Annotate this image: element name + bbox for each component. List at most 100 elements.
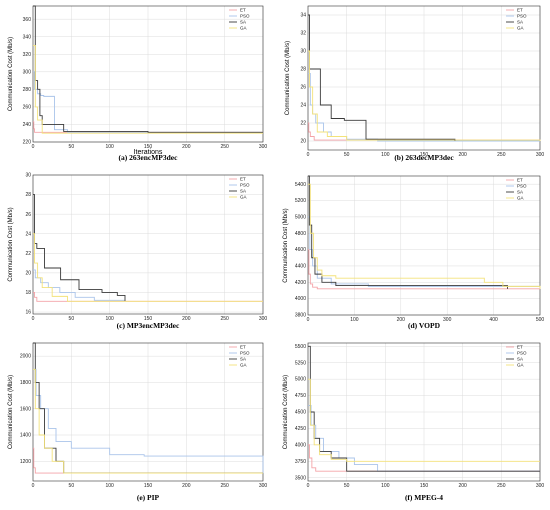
- x-tick-label: 200: [182, 144, 191, 150]
- legend-label-et: ET: [240, 177, 246, 182]
- x-tick-label: 200: [182, 316, 191, 322]
- y-tick-label: 4250: [295, 426, 306, 432]
- chart-panel-6: 0 50 100 150 200 250 300 3500 3750 4000 4250 4500 47…: [283, 342, 544, 502]
- legend-label-ga: GA: [517, 26, 524, 31]
- legend-label-et: ET: [240, 8, 246, 13]
- y-tick-label: 4200: [295, 280, 306, 286]
- panel-caption: (a) 263encMP3dec: [119, 153, 179, 162]
- chart-panel-1: 0 50 100 150 200 250 300 220 240 260 280 300 320 340 3…: [8, 5, 268, 162]
- y-tick-label: 22: [300, 121, 306, 127]
- x-tick-label: 50: [69, 316, 75, 322]
- chart-panel-2: 0 50 100 150 200 250 300 20 22 24 26 28 30 32 34 ETPSOS…: [285, 5, 545, 162]
- panel-caption: (d) VOPD: [408, 321, 441, 330]
- y-axis-label: Communication Cost (Mb/s): [283, 375, 289, 449]
- y-tick-label: 28: [300, 67, 306, 73]
- legend-label-et: ET: [517, 8, 523, 13]
- y-tick-label: 4000: [295, 442, 306, 448]
- y-tick-label: 34: [300, 13, 306, 19]
- y-tick-label: 24: [25, 231, 31, 237]
- x-tick-label: 250: [220, 316, 229, 322]
- x-tick-label: 200: [182, 483, 191, 489]
- legend-label-sa: SA: [240, 20, 246, 25]
- x-tick-label: 50: [69, 483, 75, 489]
- y-tick-label: 5250: [295, 360, 306, 366]
- x-tick-label: 250: [220, 483, 229, 489]
- y-tick-label: 30: [25, 173, 31, 179]
- plot-frame: [32, 5, 264, 143]
- legend-label-sa: SA: [517, 20, 523, 25]
- y-tick-label: 5000: [295, 377, 306, 383]
- x-tick-label: 0: [32, 483, 35, 489]
- legend-label-et: ET: [517, 178, 523, 183]
- y-tick-label: 360: [23, 17, 32, 23]
- legend-label-pso: PSO: [240, 14, 250, 19]
- legend-label-ga: GA: [240, 195, 247, 200]
- panel-caption: (e) PIP: [137, 493, 160, 502]
- x-tick-label: 250: [220, 144, 229, 150]
- legend-label-et: ET: [240, 345, 246, 350]
- y-tick-label: 3800: [295, 313, 306, 319]
- series-line-sa: [33, 194, 126, 302]
- y-tick-label: 26: [300, 85, 306, 91]
- series-line-ga: [33, 233, 263, 302]
- y-tick-label: 1600: [20, 406, 31, 412]
- x-tick-label: 100: [105, 144, 114, 150]
- legend-label-sa: SA: [517, 357, 523, 362]
- series-line-et: [308, 444, 540, 472]
- legend-label-pso: PSO: [240, 351, 250, 356]
- x-tick-label: 50: [344, 483, 350, 489]
- series-line-et: [308, 249, 540, 290]
- x-tick-label: 0: [32, 144, 35, 150]
- plot-frame: [307, 342, 541, 482]
- y-tick-label: 3500: [295, 475, 306, 481]
- x-tick-label: 200: [458, 152, 467, 158]
- x-tick-label: 150: [420, 483, 429, 489]
- plot-frame: [307, 5, 541, 151]
- x-tick-label: 100: [350, 317, 359, 323]
- y-tick-label: 22: [25, 251, 31, 257]
- legend-label-ga: GA: [517, 363, 524, 368]
- chart-panel-5: 0 50 100 150 200 250 300 1200 1400 1600 1800 2000 ET…: [8, 342, 268, 502]
- legend-label-pso: PSO: [517, 184, 527, 189]
- series-line-pso: [33, 269, 126, 302]
- y-tick-label: 5400: [295, 182, 306, 188]
- x-tick-label: 150: [144, 483, 153, 489]
- y-tick-label: 260: [23, 105, 32, 111]
- x-tick-label: 200: [397, 317, 406, 323]
- y-tick-label: 5200: [295, 198, 306, 204]
- y-tick-label: 5500: [295, 344, 306, 350]
- plot-frame: [32, 342, 264, 482]
- y-tick-label: 24: [300, 103, 306, 109]
- series-line-ga: [33, 368, 263, 474]
- panel-caption: (b) 263decMP3dec: [394, 153, 454, 162]
- y-tick-label: 240: [23, 122, 32, 128]
- y-tick-label: 4800: [295, 231, 306, 237]
- x-tick-label: 100: [381, 152, 390, 158]
- series-line-ga: [308, 378, 540, 462]
- y-tick-label: 3750: [295, 459, 306, 465]
- series-line-ga: [308, 50, 541, 141]
- x-tick-label: 300: [259, 144, 268, 150]
- legend-label-sa: SA: [240, 189, 246, 194]
- x-tick-label: 150: [420, 152, 429, 158]
- y-tick-label: 18: [25, 290, 31, 296]
- y-axis-label: Communication Cost (Mb/s): [285, 41, 291, 115]
- y-tick-label: 1200: [20, 459, 31, 465]
- legend-label-ga: GA: [240, 26, 247, 31]
- x-tick-label: 300: [259, 483, 268, 489]
- y-axis-label: Communication Cost (Mb/s): [8, 375, 14, 449]
- legend-label-et: ET: [517, 345, 523, 350]
- x-tick-label: 300: [536, 152, 545, 158]
- x-tick-label: 300: [259, 316, 268, 322]
- legend-label-pso: PSO: [517, 14, 527, 19]
- x-axis-label: Iterations: [134, 149, 163, 156]
- y-tick-label: 340: [23, 34, 32, 40]
- y-tick-label: 300: [23, 69, 32, 75]
- y-tick-label: 16: [25, 310, 31, 316]
- x-tick-label: 150: [144, 316, 153, 322]
- series-line-sa: [308, 175, 508, 289]
- y-axis-label: Communication Cost (Mb/s): [8, 37, 14, 111]
- y-axis-label: Communication Cost (Mb/s): [283, 208, 289, 282]
- plot-frame: [32, 174, 264, 315]
